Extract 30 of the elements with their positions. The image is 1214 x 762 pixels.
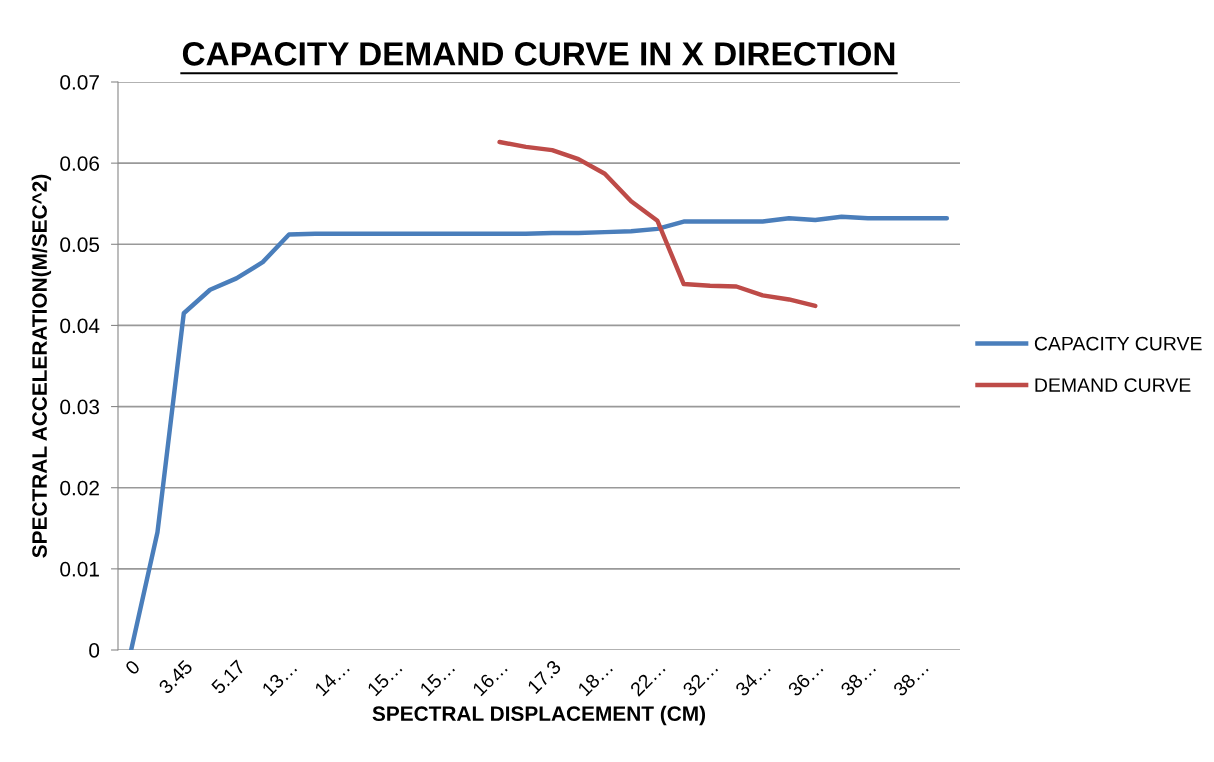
y-tick-label: 0 [89,643,100,658]
line-series [128,214,950,650]
x-tick-label: 14… [314,660,350,697]
y-axis-title: SPECTRAL ACCELERATION(M/SEC^2) [31,174,52,558]
x-tick-label: 16… [471,660,508,697]
y-tick-label: 0.01 [60,561,99,577]
x-tick-label: 15… [366,660,403,697]
x-tick-label: 22… [629,660,666,697]
x-tick-label: 0 [124,659,141,676]
y-tick-label: 0.02 [60,480,99,496]
y-tick-label: 0.04 [60,318,100,334]
x-tick-label: 38… [892,660,929,697]
x-tick-label: 3.45 [157,659,194,695]
x-tick-label: 13… [261,660,298,697]
y-tick-label: 0.06 [60,156,100,171]
x-axis-title: SPECTRAL DISPLACEMENT (CM) [372,705,706,726]
x-tick-label: 15… [419,660,456,697]
y-tick-label: 0.03 [60,399,100,415]
y-tick-label: 0.07 [60,75,99,90]
y-tick-label: 0.05 [60,237,100,253]
x-tick-label: 32… [681,660,719,697]
x-tick-label: 17.3 [526,659,562,695]
chart-title: CAPACITY DEMAND CURVE IN X DIRECTION [182,42,895,66]
x-tick-label: 36… [787,660,824,697]
legend-label: CAPACITY CURVE [1034,336,1202,351]
legend-label: DEMAND CURVE [1035,378,1191,392]
x-tick-label: 38… [839,660,877,697]
x-tick-label: 18… [577,660,614,697]
line-series [497,139,818,309]
x-tick-label: 34… [734,660,771,697]
